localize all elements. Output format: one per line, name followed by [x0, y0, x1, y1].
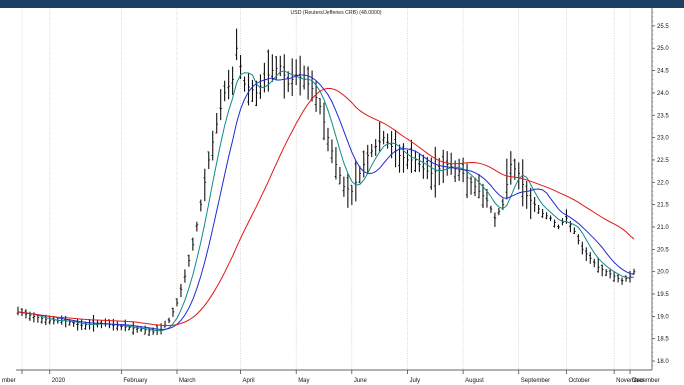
y-tick-label: 22.0: [657, 180, 669, 186]
x-tick-label: September: [521, 378, 550, 384]
y-tick-label: 23.5: [657, 113, 669, 119]
header-bar: [0, 0, 684, 8]
moving-averages: [17, 70, 635, 332]
y-tick-label: 21.5: [657, 203, 669, 209]
y-tick-label: 18.0: [657, 359, 669, 365]
y-tick-label: 20.5: [657, 247, 669, 253]
y-axis: 18.0 18.5 19.0 19.5 20.0 20.5 21.0 21.5 22.0 22.5…: [651, 8, 669, 370]
chart-title: USD (Reuters/Jefferies CRB) (48.0000): [290, 10, 381, 16]
y-tick-label: 19.5: [657, 292, 669, 298]
x-axis: mber 2020 February March April May June July Aug…: [2, 369, 660, 384]
ma-line-mid: [17, 74, 635, 330]
x-tick-label: 2020: [52, 378, 66, 384]
x-tick-label: June: [354, 378, 368, 384]
y-tick-label: 24.5: [657, 69, 669, 75]
x-tick-label: mber: [2, 378, 16, 384]
x-tick-label: July: [409, 378, 420, 384]
y-tick-label: 20.0: [657, 270, 669, 276]
ohlc-bars: [16, 28, 636, 336]
x-tick-label: November: [616, 378, 644, 384]
x-tick-label: April: [243, 378, 255, 384]
x-tick-label: October: [568, 378, 589, 384]
y-tick-label: 23.0: [657, 136, 669, 142]
x-tick-label: February: [123, 378, 147, 384]
x-tick-label: December: [632, 378, 660, 384]
x-tick-label: May: [298, 378, 309, 384]
ma-line-fast: [17, 70, 635, 332]
ma-line-slow: [17, 87, 635, 326]
y-tick-label: 24.0: [657, 91, 669, 97]
y-tick-label: 22.5: [657, 158, 669, 164]
y-tick-label: 21.0: [657, 225, 669, 231]
x-tick-label: August: [465, 378, 484, 384]
y-tick-label: 25.5: [657, 24, 669, 30]
x-tick-label: March: [179, 378, 196, 384]
y-tick-label: 25.0: [657, 46, 669, 52]
y-tick-label: 19.0: [657, 314, 669, 320]
y-tick-label: 18.5: [657, 337, 669, 343]
